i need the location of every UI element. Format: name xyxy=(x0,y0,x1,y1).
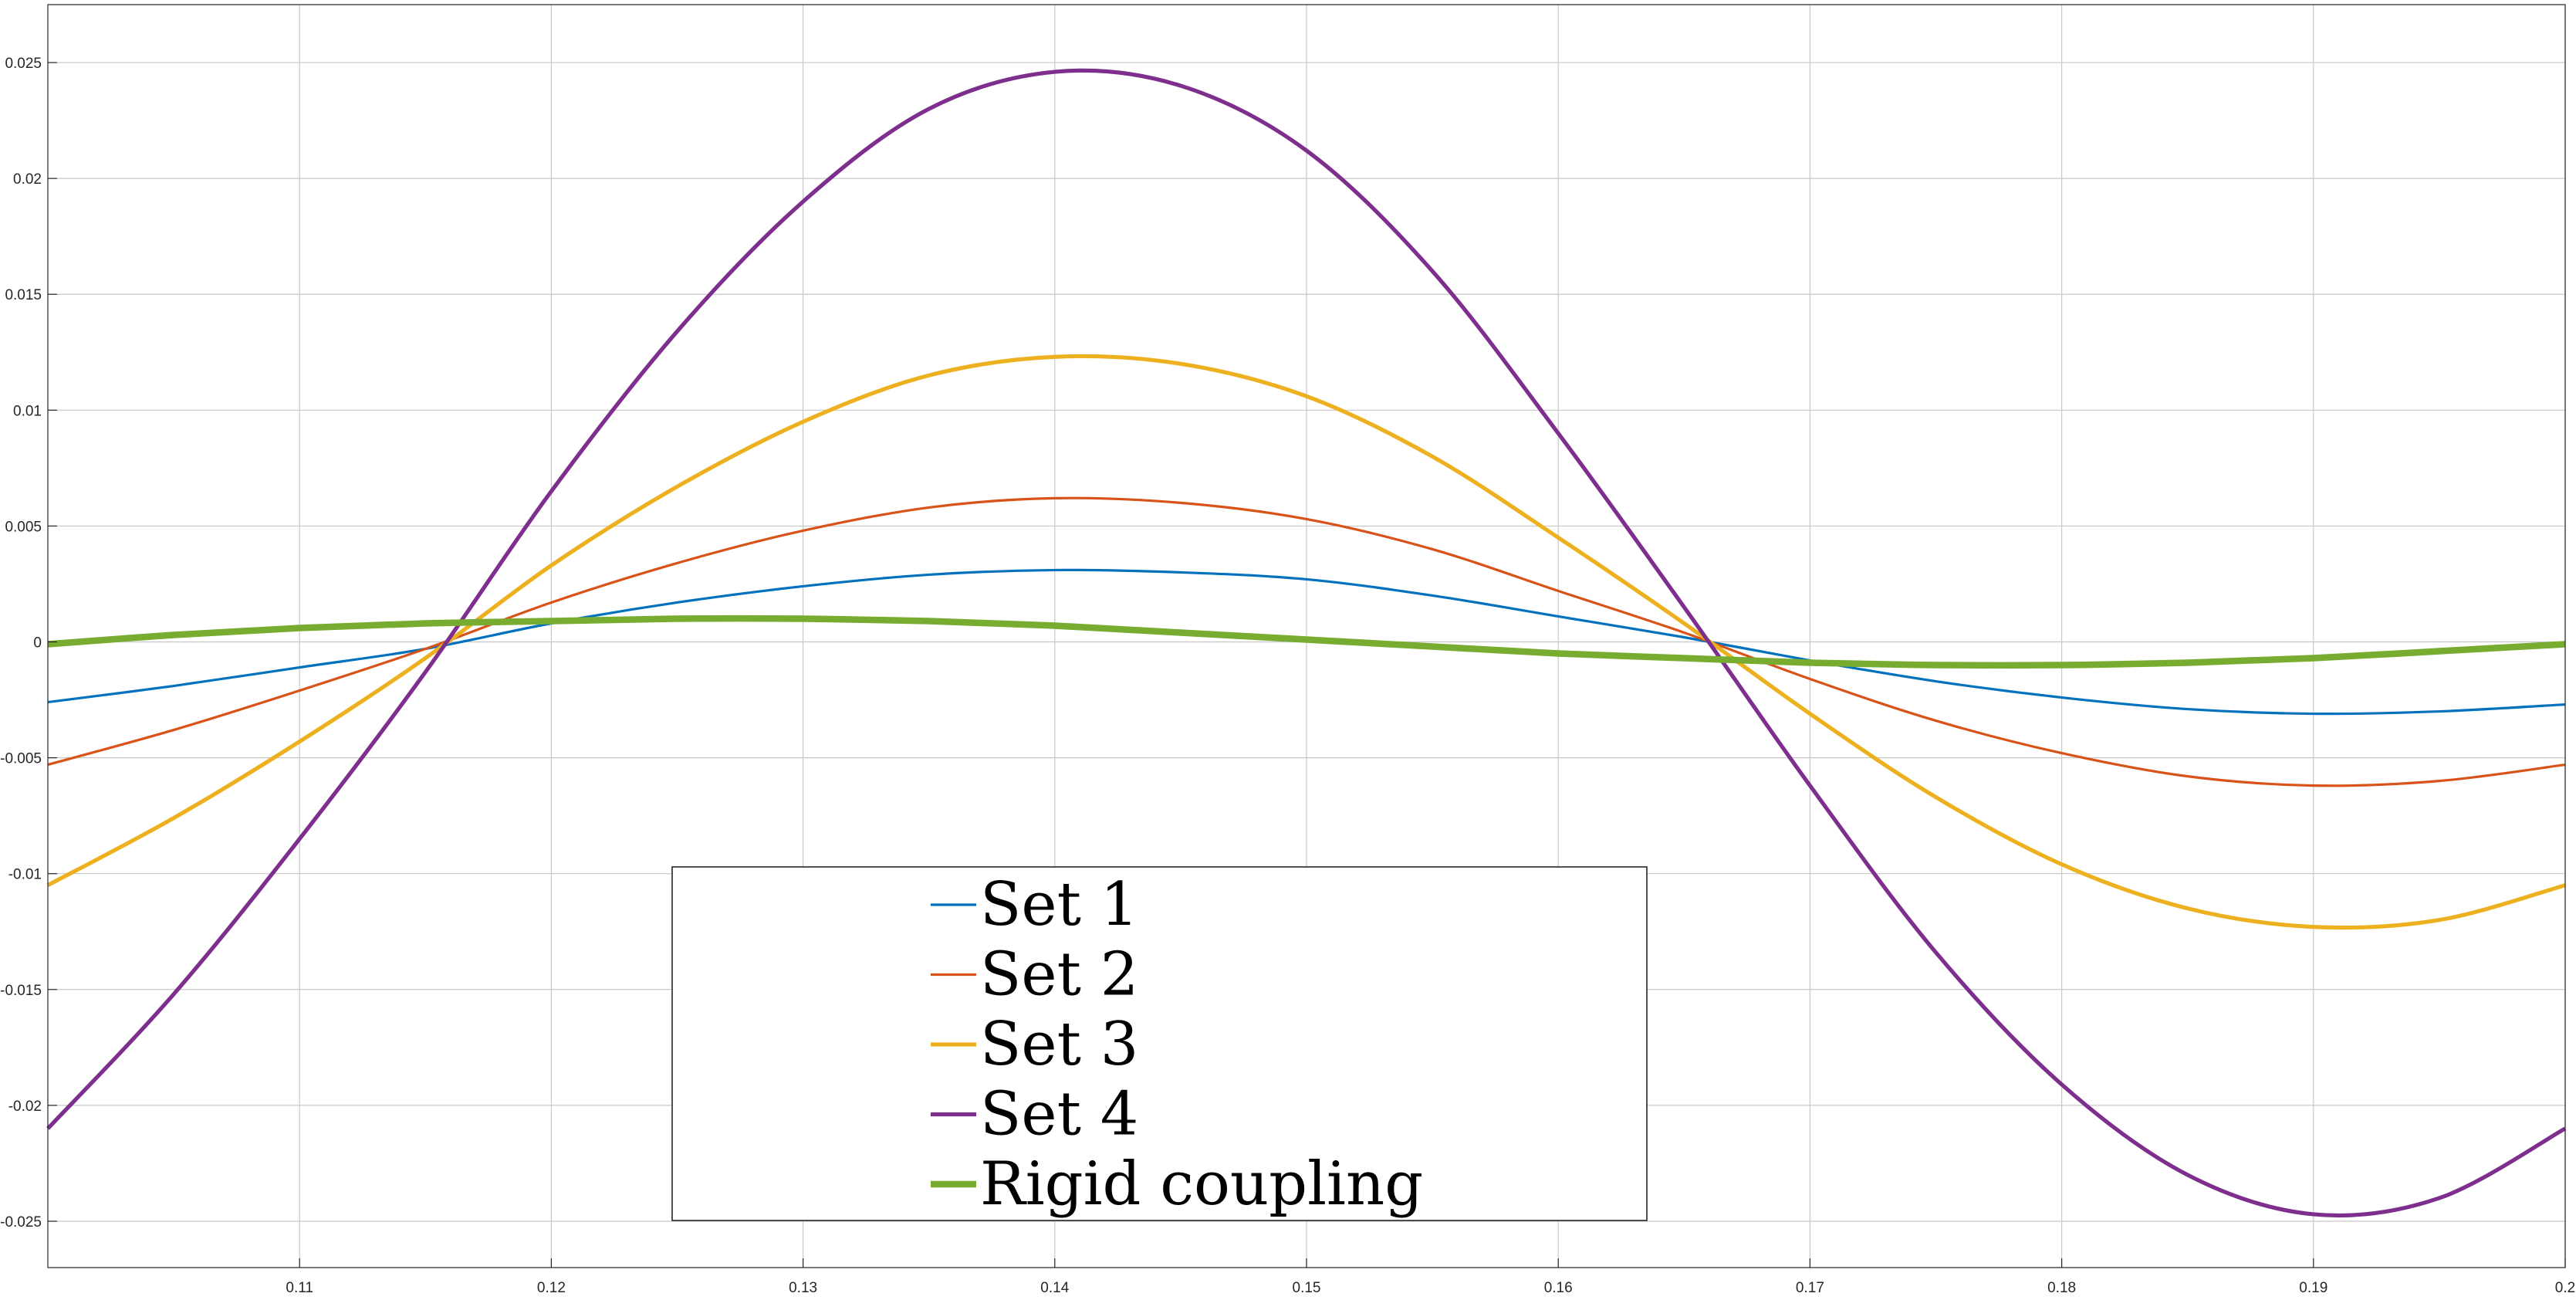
series-line-4 xyxy=(46,68,2567,1218)
y-tick-label: -0.005 xyxy=(0,751,42,767)
x-tick-label: 0.18 xyxy=(2047,1280,2076,1296)
x-tick-label: 0.11 xyxy=(286,1280,313,1296)
x-tick-label: 0.14 xyxy=(1040,1280,1069,1296)
series-line-3 xyxy=(46,354,2566,930)
legend-label: Set 2 xyxy=(980,940,1138,1010)
y-tick-label: 0.01 xyxy=(13,403,42,419)
legend-label: Rigid coupling xyxy=(980,1149,1423,1219)
x-tick-label: 0.19 xyxy=(2299,1280,2328,1296)
y-tick-label: -0.02 xyxy=(8,1099,42,1115)
x-tick-label: 0.17 xyxy=(1796,1280,1824,1296)
series-group xyxy=(46,68,2567,1218)
x-tick-label: 0.15 xyxy=(1293,1280,1321,1296)
legend-label: Set 1 xyxy=(980,870,1138,939)
x-tick-labels: 0.11 0.12 0.13 0.14 0.15 0.16 0.17 0.18 0.19 0.2 xyxy=(286,1280,2575,1296)
y-tick-label: 0.005 xyxy=(5,519,42,535)
tick-marks xyxy=(48,62,2566,1268)
legend-label: Set 3 xyxy=(980,1010,1138,1079)
x-tick-label: 0.2 xyxy=(2555,1280,2575,1296)
series-line-1 xyxy=(47,568,2566,716)
x-tick-label: 0.12 xyxy=(537,1280,566,1296)
y-tick-label: -0.015 xyxy=(0,983,42,999)
legend-box xyxy=(671,866,1648,1221)
y-tick-label: 0.015 xyxy=(5,287,42,303)
y-tick-label: 0.025 xyxy=(5,56,42,72)
x-tick-label: 0.13 xyxy=(789,1280,817,1296)
y-tick-label: -0.025 xyxy=(0,1214,42,1231)
series-line-5 xyxy=(47,614,2566,669)
legend-label: Set 4 xyxy=(980,1080,1138,1149)
y-tick-labels: -0.025 -0.02 -0.015 -0.01 -0.005 0 0.005 0.01 0.… xyxy=(0,56,42,1231)
y-tick-label: 0.02 xyxy=(13,171,42,188)
x-tick-label: 0.16 xyxy=(1544,1280,1573,1296)
y-tick-label: -0.01 xyxy=(8,867,42,883)
y-tick-label: 0 xyxy=(33,635,42,652)
